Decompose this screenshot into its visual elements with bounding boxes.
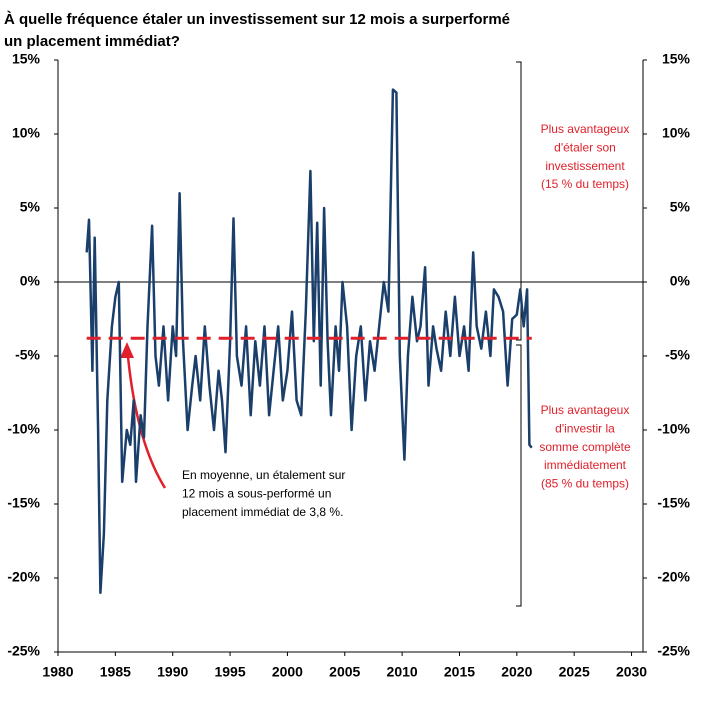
y2-tick-label: 10% xyxy=(662,125,691,141)
y-tick-label: -20% xyxy=(7,569,40,585)
x-tick-label: 2005 xyxy=(329,664,360,680)
chart-title: À quelle fréquence étaler un investissem… xyxy=(4,11,510,28)
y2-tick-label: -20% xyxy=(657,569,690,585)
annotation: investissement xyxy=(545,159,625,173)
y-tick-label: -25% xyxy=(7,643,40,659)
x-tick-label: 1990 xyxy=(157,664,188,680)
annotation: immédiatement xyxy=(544,458,627,472)
annotation: somme complète xyxy=(539,440,631,454)
y-tick-label: -5% xyxy=(15,347,40,363)
annotation: placement immédiat de 3,8 %. xyxy=(182,505,343,519)
annotation: 12 mois a sous-performé un xyxy=(182,486,331,500)
x-tick-label: 1985 xyxy=(100,664,131,680)
annotation: d'investir la xyxy=(555,421,615,435)
y2-tick-label: 5% xyxy=(670,199,691,215)
x-tick-label: 2025 xyxy=(559,664,590,680)
annotation: En moyenne, un étalement sur xyxy=(182,468,345,482)
arrow-head xyxy=(120,342,134,358)
x-tick-label: 1980 xyxy=(42,664,73,680)
y-tick-label: -10% xyxy=(7,421,40,437)
y2-tick-label: -5% xyxy=(665,347,690,363)
y-tick-label: 0% xyxy=(20,273,41,289)
y2-tick-label: -25% xyxy=(657,643,690,659)
annotation: (85 % du temps) xyxy=(541,476,629,490)
y2-tick-label: 0% xyxy=(670,273,691,289)
annotation: Plus avantageux xyxy=(541,122,630,136)
y-tick-label: 15% xyxy=(12,51,41,67)
bracket xyxy=(516,61,522,607)
x-tick-label: 2015 xyxy=(444,664,475,680)
y-tick-label: 10% xyxy=(12,125,41,141)
x-tick-label: 2000 xyxy=(272,664,303,680)
y-tick-label: 5% xyxy=(20,199,41,215)
chart-title: un placement immédiat? xyxy=(4,33,180,50)
y2-tick-label: -10% xyxy=(657,421,690,437)
annotation: (15 % du temps) xyxy=(541,177,629,191)
y2-tick-label: 15% xyxy=(662,51,691,67)
x-tick-label: 2020 xyxy=(501,664,532,680)
series-line xyxy=(85,88,533,595)
y-tick-label: -15% xyxy=(7,495,40,511)
y2-tick-label: -15% xyxy=(657,495,690,511)
x-tick-label: 2030 xyxy=(616,664,647,680)
x-tick-label: 1995 xyxy=(214,664,245,680)
annotation: Plus avantageux xyxy=(541,403,630,417)
annotation: d'étaler son xyxy=(554,140,616,154)
x-tick-label: 2010 xyxy=(387,664,418,680)
